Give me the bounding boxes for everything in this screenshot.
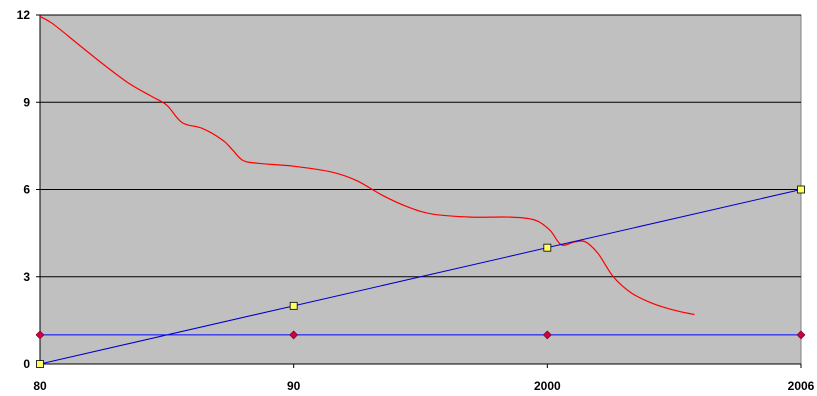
y-tick-labels: 0 3 6 9 12 <box>17 8 31 371</box>
series-1-point-3 <box>797 185 805 194</box>
y-tick-label-6: 6 <box>23 183 30 197</box>
x-tick-labels: 80 90 2000 2006 <box>33 379 814 393</box>
series-lines <box>39 15 802 365</box>
series-0-line <box>39 15 695 316</box>
y-tick-label-9: 9 <box>23 95 30 109</box>
series-2-point-1 <box>289 330 299 340</box>
y-tick-label-12: 12 <box>17 8 31 22</box>
series-1-point-0 <box>36 360 44 368</box>
series-markers <box>35 185 806 368</box>
series-2-point-3 <box>796 330 806 340</box>
x-tick-label-3: 2006 <box>788 379 815 393</box>
series-2-point-2 <box>542 330 552 340</box>
x-tick-label-1: 90 <box>287 379 301 393</box>
series-2-point-0 <box>35 330 45 340</box>
y-tick-label-3: 3 <box>23 270 30 284</box>
series-1-point-1 <box>289 301 298 310</box>
x-tick-label-0: 80 <box>33 379 47 393</box>
series-1-point-2 <box>543 243 552 252</box>
x-tick-label-2: 2000 <box>534 379 561 393</box>
y-tick-label-0: 0 <box>23 357 30 371</box>
